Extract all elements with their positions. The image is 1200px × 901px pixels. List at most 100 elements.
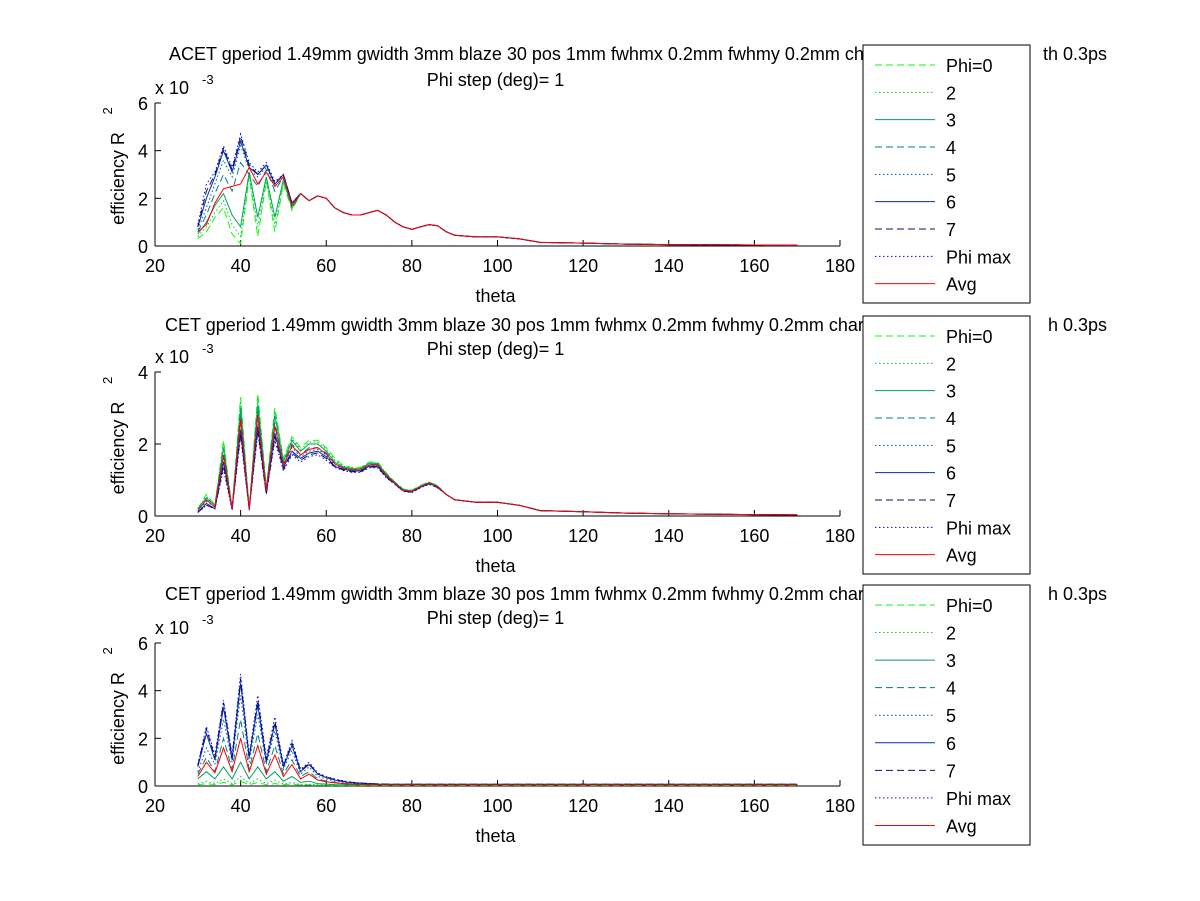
legend-entry-label: Phi max <box>946 247 1011 267</box>
x-tick-label: 20 <box>145 256 165 276</box>
legend-entry-label: Avg <box>946 816 977 836</box>
y-axis-label-group: efficiency R 2 <box>100 647 128 765</box>
legend-entry-label: 2 <box>946 83 956 103</box>
x-tick-label: 160 <box>739 256 769 276</box>
legend-entry-label: 5 <box>946 436 956 456</box>
legend-entry-label: 4 <box>946 409 956 429</box>
chart-subtitle: Phi step (deg)= 1 <box>427 608 565 628</box>
axis-multiplier: x 10 <box>155 347 189 367</box>
axis-multiplier-exponent: -3 <box>202 341 214 356</box>
chart-panel-1: ACET gperiod 1.49mm gwidth 3mm blaze 30 … <box>100 44 1107 306</box>
legend: Phi=0 2 3 4 5 6 7 Phi max Avg <box>862 584 1031 846</box>
x-tick-label: 160 <box>739 526 769 546</box>
x-tick-label: 80 <box>402 526 422 546</box>
y-tick-label: 0 <box>138 507 148 527</box>
chart-panel-2: CET gperiod 1.49mm gwidth 3mm blaze 30 p… <box>100 315 1107 576</box>
x-tick-label: 180 <box>825 256 855 276</box>
y-axis-label-superscript: 2 <box>100 377 115 384</box>
x-tick-label: 120 <box>568 526 598 546</box>
x-tick-label: 20 <box>145 526 165 546</box>
axis-multiplier-exponent: -3 <box>202 612 214 627</box>
series-line-9 <box>197 415 798 516</box>
chart-title: ACET gperiod 1.49mm gwidth 3mm blaze 30 … <box>169 44 925 64</box>
y-tick-label: 2 <box>138 729 148 749</box>
y-axis-label-superscript: 2 <box>100 107 115 114</box>
legend-entry-label: 6 <box>946 464 956 484</box>
axis-multiplier: x 10 <box>155 78 189 98</box>
series-line-5 <box>197 418 798 516</box>
x-tick-label: 80 <box>402 256 422 276</box>
series-line-7 <box>197 429 798 516</box>
x-tick-label: 120 <box>568 256 598 276</box>
legend-entry-label: 5 <box>946 706 956 726</box>
chart-panel-3: CET gperiod 1.49mm gwidth 3mm blaze 30 p… <box>100 584 1107 846</box>
series-line-7 <box>197 678 798 785</box>
legend-entry-label: 2 <box>946 354 956 374</box>
x-tick-label: 140 <box>654 526 684 546</box>
series-line-4 <box>197 161 798 246</box>
chart-subtitle: Phi step (deg)= 1 <box>427 339 565 359</box>
series-line-6 <box>197 683 798 785</box>
x-tick-label: 100 <box>482 526 512 546</box>
x-axis-label: theta <box>475 826 516 846</box>
legend-entry-label: 7 <box>946 220 956 240</box>
legend-box <box>862 315 1031 575</box>
x-tick-label: 20 <box>145 796 165 816</box>
y-axis-label-group: efficiency R 2 <box>100 377 128 495</box>
y-axis-label: efficiency R <box>108 672 128 765</box>
x-tick-label: 100 <box>482 256 512 276</box>
legend-entry-label: Avg <box>946 275 977 295</box>
chart-title-tail: h 0.3ps <box>1048 315 1107 335</box>
series-line-2 <box>197 174 798 246</box>
y-axis-label: efficiency R <box>108 402 128 495</box>
series-line-9 <box>197 166 798 246</box>
y-axis-label-superscript: 2 <box>100 647 115 654</box>
legend-entry-label: 2 <box>946 624 956 644</box>
axis-multiplier: x 10 <box>155 618 189 638</box>
legend-entry-label: Phi=0 <box>946 56 993 76</box>
x-tick-label: 160 <box>739 796 769 816</box>
series-line-3 <box>197 172 798 246</box>
legend-entry-label: Phi max <box>946 789 1011 809</box>
x-axis-label: theta <box>475 556 516 576</box>
y-tick-label: 0 <box>138 777 148 797</box>
x-tick-label: 40 <box>231 256 251 276</box>
legend-entry-label: 4 <box>946 138 956 158</box>
legend-box <box>862 584 1031 846</box>
x-tick-label: 180 <box>825 526 855 546</box>
series-line-9 <box>197 738 798 786</box>
x-tick-label: 40 <box>231 796 251 816</box>
x-tick-label: 60 <box>316 796 336 816</box>
legend-entry-label: 4 <box>946 679 956 699</box>
y-tick-label: 4 <box>138 142 148 162</box>
legend-entry-label: 7 <box>946 491 956 511</box>
legend-entry-label: 5 <box>946 165 956 185</box>
x-tick-label: 40 <box>231 526 251 546</box>
series-line-4 <box>197 411 798 516</box>
x-tick-label: 120 <box>568 796 598 816</box>
chart-title: CET gperiod 1.49mm gwidth 3mm blaze 30 p… <box>165 584 909 604</box>
legend: Phi=0 2 3 4 5 6 7 Phi max Avg <box>862 44 1031 304</box>
legend-entry-label: Phi=0 <box>946 327 993 347</box>
legend-entry-label: 6 <box>946 734 956 754</box>
chart-title-tail: th 0.3ps <box>1043 44 1107 64</box>
legend-entry-label: 3 <box>946 651 956 671</box>
x-tick-label: 140 <box>654 256 684 276</box>
x-tick-label: 60 <box>316 256 336 276</box>
legend: Phi=0 2 3 4 5 6 7 Phi max Avg <box>862 315 1031 575</box>
legend-entry-label: 3 <box>946 382 956 402</box>
y-tick-label: 2 <box>138 435 148 455</box>
y-tick-label: 6 <box>138 94 148 114</box>
x-tick-label: 140 <box>654 796 684 816</box>
y-tick-label: 4 <box>138 682 148 702</box>
x-tick-label: 60 <box>316 526 336 546</box>
chart-title-tail: h 0.3ps <box>1048 584 1107 604</box>
y-axis-label: efficiency R <box>108 132 128 225</box>
legend-entry-label: Phi max <box>946 518 1011 538</box>
y-axis-label-group: efficiency R 2 <box>100 107 128 225</box>
y-tick-label: 6 <box>138 634 148 654</box>
chart-subtitle: Phi step (deg)= 1 <box>427 70 565 90</box>
legend-entry-label: Avg <box>946 546 977 566</box>
x-tick-label: 80 <box>402 796 422 816</box>
